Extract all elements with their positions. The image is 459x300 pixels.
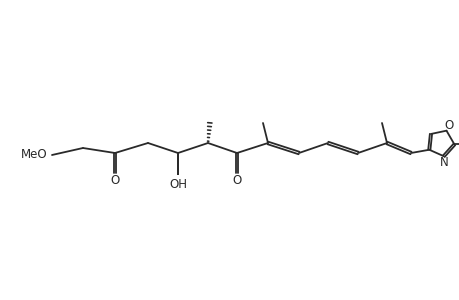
Text: OH: OH	[168, 178, 187, 190]
Text: N: N	[438, 156, 447, 169]
Text: MeO: MeO	[21, 148, 48, 161]
Text: O: O	[444, 119, 453, 132]
Text: O: O	[232, 173, 241, 187]
Text: O: O	[110, 173, 119, 187]
